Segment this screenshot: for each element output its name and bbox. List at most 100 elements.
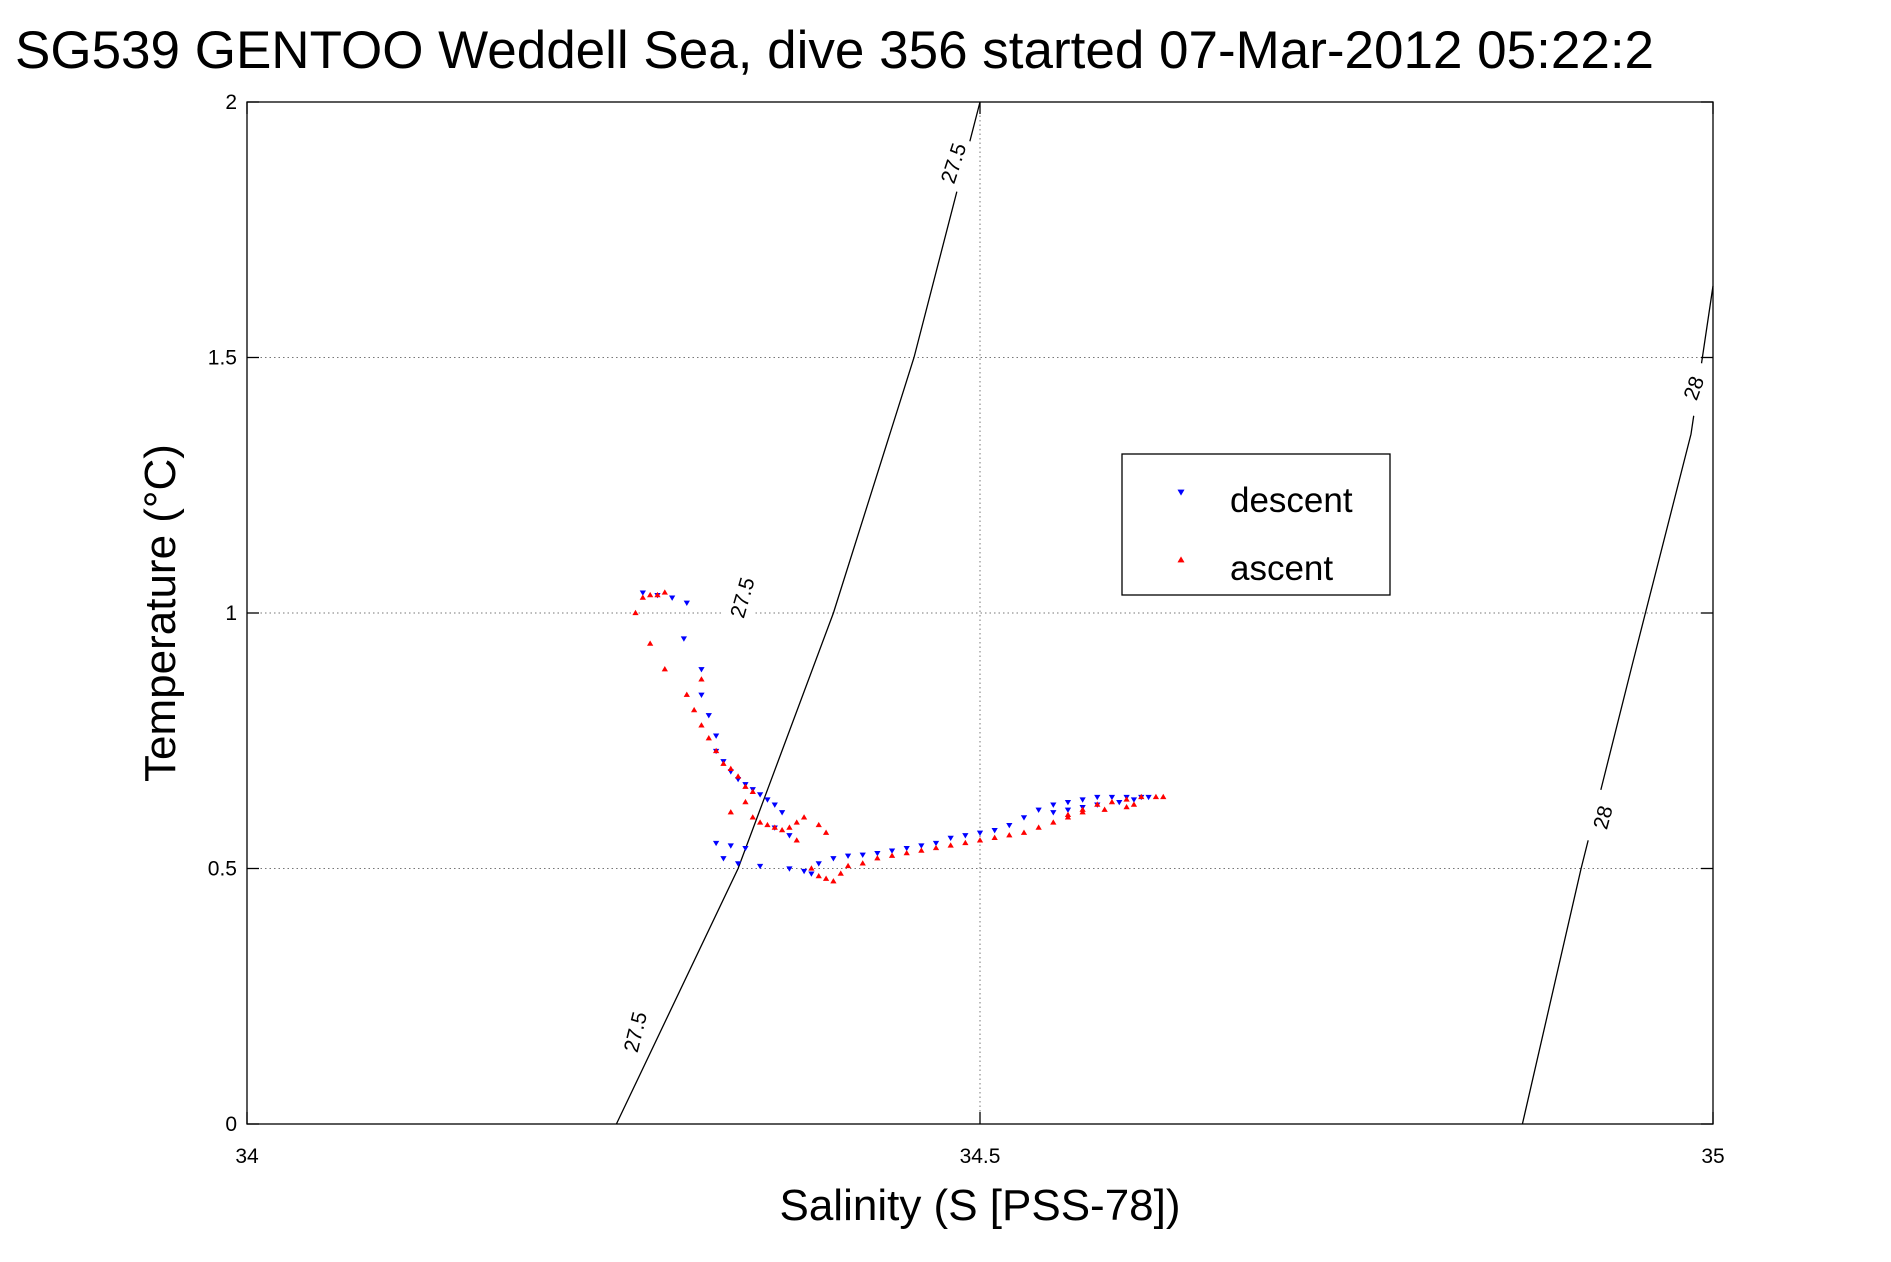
descent-point	[932, 840, 940, 847]
descent-point	[844, 853, 852, 859]
contour-label-bg	[720, 568, 765, 627]
ascent-point	[727, 809, 734, 815]
contour-label: 27.5	[937, 140, 972, 186]
descent-point	[680, 636, 687, 642]
descent-point	[830, 856, 837, 862]
ascent-point	[1064, 811, 1072, 817]
descent-point	[756, 863, 764, 870]
ascent-point	[844, 862, 852, 869]
ascent-point	[764, 821, 771, 828]
ascent-point	[734, 773, 742, 779]
descent-point	[1145, 794, 1152, 801]
ascent-point	[1152, 793, 1160, 800]
legend-marker-ascent	[1177, 556, 1185, 563]
ascent-point	[786, 824, 793, 830]
ascent-point	[822, 829, 830, 835]
ascent-point	[639, 594, 646, 600]
descent-point	[786, 866, 793, 872]
descent-point	[1064, 807, 1072, 813]
ascent-point	[771, 824, 778, 830]
descent-point	[1006, 822, 1013, 829]
density-contour-line	[615, 101, 981, 1125]
descent-point	[874, 851, 881, 857]
descent-point	[976, 830, 984, 836]
ascent-point	[1160, 793, 1167, 800]
ascent-point	[830, 878, 837, 884]
y-tick-label: 2	[225, 91, 237, 114]
descent-point	[815, 861, 822, 867]
ascent-point	[698, 676, 705, 682]
descent-point	[991, 828, 998, 834]
descent-point	[720, 856, 727, 862]
ascent-point	[1006, 832, 1013, 838]
ascent-point	[1079, 809, 1086, 815]
descent-point	[712, 840, 720, 847]
y-tick-label: 0	[225, 1113, 237, 1136]
ascent-point	[698, 722, 705, 728]
ascent-point	[976, 837, 984, 843]
ascent-point	[991, 834, 998, 840]
ascent-point	[632, 609, 639, 616]
descent-point	[683, 600, 690, 606]
legend: descent ascent	[1121, 453, 1391, 596]
grid-lines	[246, 101, 1714, 1125]
descent-point	[1116, 799, 1123, 806]
ascent-point	[720, 760, 727, 766]
x-axis-label: Salinity (S [PSS-78])	[779, 1181, 1180, 1230]
ascent-point	[742, 798, 749, 805]
descent-point	[727, 843, 734, 849]
descent-point	[1064, 799, 1072, 806]
ascent-point	[712, 747, 720, 754]
axis-ticks: 34 34.5 35 0 0.5 1 1.5 2	[208, 91, 1725, 1168]
ascent-point	[793, 819, 800, 825]
ascent-point	[859, 860, 866, 866]
ascent-point	[654, 591, 661, 598]
ascent-point	[1123, 796, 1130, 802]
ascent-point	[1108, 798, 1116, 805]
y-tick-label: 1	[225, 602, 237, 625]
ascent-point	[778, 826, 786, 833]
descent-point	[712, 733, 720, 739]
ascent-point	[742, 783, 749, 789]
ascent-point	[661, 666, 668, 672]
descent-point	[669, 595, 676, 601]
ascent-point	[1050, 819, 1057, 825]
legend-marker-descent	[1177, 489, 1185, 496]
legend-label-descent: descent	[1230, 481, 1353, 520]
descent-point	[705, 713, 712, 719]
descent-point	[698, 692, 705, 698]
descent-point	[771, 802, 778, 808]
descent-point	[888, 848, 896, 854]
ascent-point	[647, 591, 654, 598]
ascent-point	[800, 814, 808, 820]
contour-label-bg	[1670, 358, 1717, 418]
ascent-point	[1094, 801, 1101, 807]
descent-point	[742, 845, 749, 852]
data-points	[632, 589, 1167, 884]
chart-title: SG539 GENTOO Weddell Sea, dive 356 start…	[15, 21, 1654, 80]
ascent-point	[815, 872, 822, 879]
descent-point	[1094, 794, 1101, 801]
contour-label-bg	[614, 1003, 657, 1061]
descent-point	[1020, 815, 1028, 821]
descent-point	[756, 792, 764, 798]
ascent-point	[822, 875, 830, 881]
ascent-point	[1064, 814, 1072, 820]
x-tick-label: 34	[235, 1145, 259, 1168]
descent-point	[800, 868, 808, 875]
ascent-point	[661, 589, 668, 595]
descent-point	[1108, 794, 1116, 801]
descent-point	[1130, 797, 1138, 803]
ascent-point	[749, 788, 756, 794]
descent-point	[778, 810, 786, 816]
descent-point	[698, 667, 705, 673]
ascent-point	[1138, 793, 1145, 800]
descent-point	[639, 590, 646, 596]
descent-point	[1050, 810, 1057, 816]
ascent-point	[1123, 803, 1130, 810]
ascent-point	[691, 706, 698, 713]
contour-label: 27.5	[726, 575, 759, 621]
contour-label-bg	[1581, 788, 1625, 847]
ascent-point	[962, 839, 969, 846]
ascent-point	[1020, 829, 1028, 835]
